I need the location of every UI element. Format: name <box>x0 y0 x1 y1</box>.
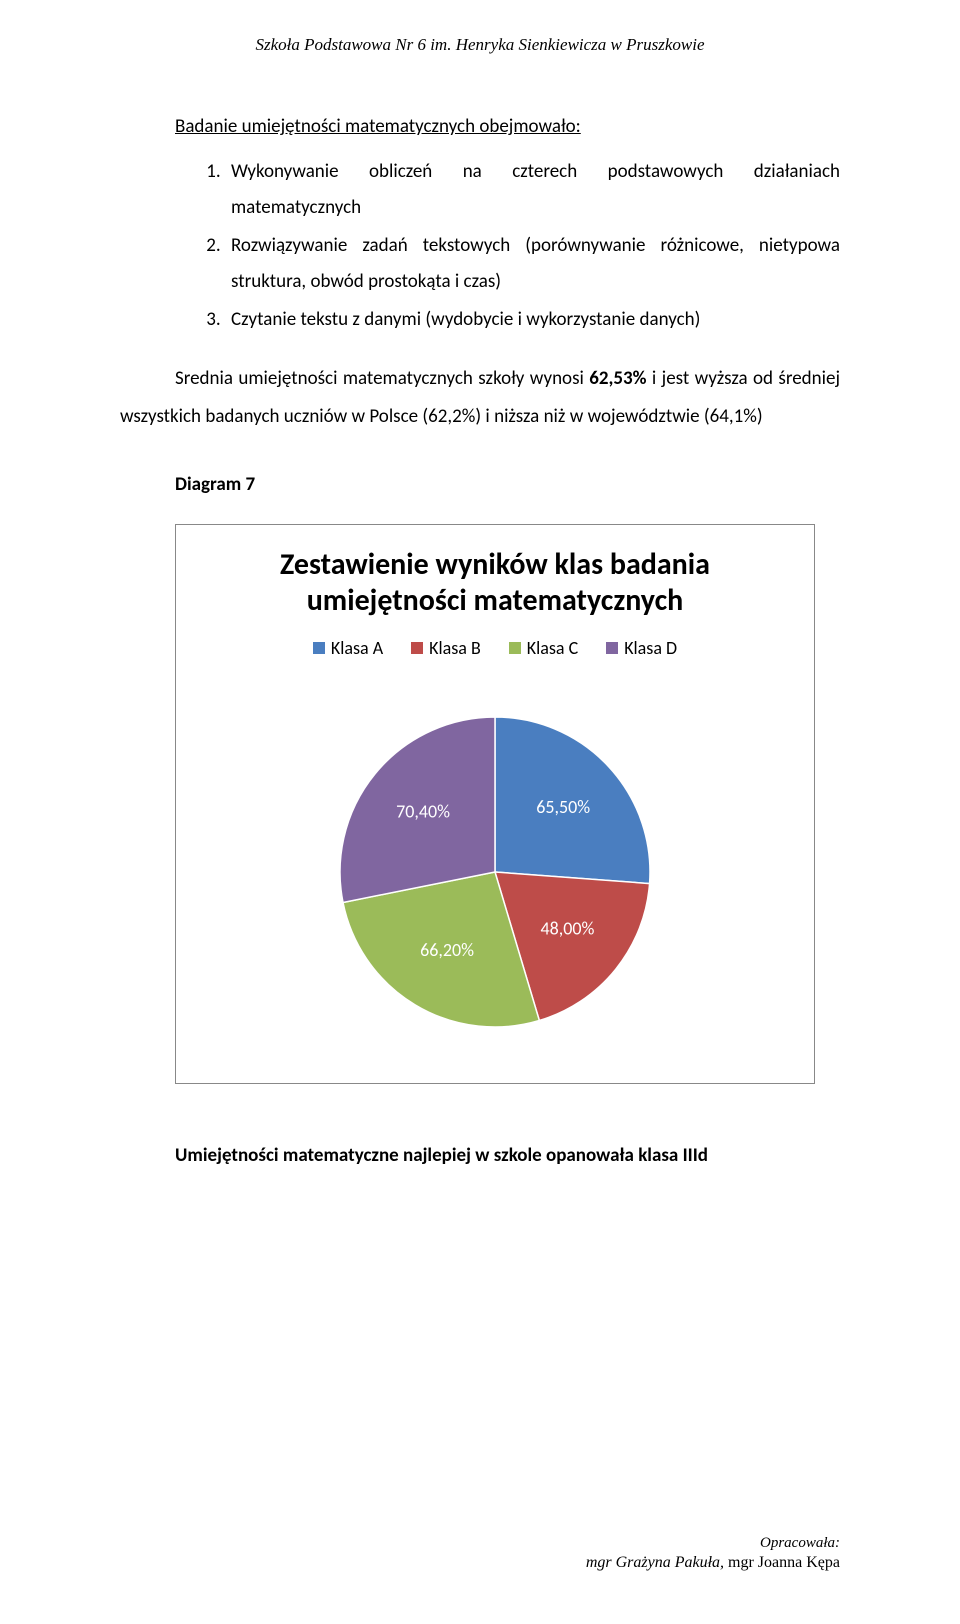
conclusion: Umiejętności matematyczne najlepiej w sz… <box>175 1144 840 1167</box>
summary-text: Srednia umiejętności matematycznych szko… <box>175 367 589 390</box>
summary-percent: 62,53% <box>589 367 646 390</box>
list-item: Rozwiązywanie zadań tekstowych (porównyw… <box>225 228 840 300</box>
legend-item: Klasa A <box>313 637 383 659</box>
legend-item: Klasa B <box>411 637 481 659</box>
legend-swatch <box>509 642 521 654</box>
legend-label: Klasa A <box>331 637 383 659</box>
legend-item: Klasa C <box>509 637 578 659</box>
legend-label: Klasa D <box>624 637 677 659</box>
list-item-word: matematycznych <box>231 196 361 219</box>
list-item-word: obliczeń <box>369 154 432 190</box>
list-item-word: na <box>463 154 482 190</box>
pie-slice-label: 65,50% <box>536 796 590 818</box>
list-item-word: podstawowych <box>608 154 724 190</box>
list-item: Czytanie tekstu z danymi (wydobycie i wy… <box>225 302 840 338</box>
pie-slice-label: 70,40% <box>396 800 450 822</box>
chart-title-line: umiejętności matematycznych <box>307 582 684 619</box>
legend-swatch <box>411 642 423 654</box>
numbered-list: Wykonywanie obliczeń na czterech podstaw… <box>225 154 840 338</box>
list-item: Wykonywanie obliczeń na czterech podstaw… <box>225 154 840 226</box>
legend-swatch <box>313 642 325 654</box>
pie-slice-label: 66,20% <box>420 939 474 961</box>
section-title: Badanie umiejętności matematycznych obej… <box>175 115 840 138</box>
list-item-word: czterech <box>512 154 577 190</box>
chart-legend: Klasa A Klasa B Klasa C Klasa D <box>190 637 800 659</box>
summary-paragraph: Srednia umiejętności matematycznych szko… <box>120 360 840 434</box>
legend-item: Klasa D <box>606 637 677 659</box>
chart-title-line: Zestawienie wyników klas badania <box>280 546 710 583</box>
legend-swatch <box>606 642 618 654</box>
legend-label: Klasa B <box>429 637 481 659</box>
list-item-word: działaniach <box>754 154 840 190</box>
diagram-label: Diagram 7 <box>175 473 840 496</box>
footer-label: Opracowała: <box>586 1534 840 1554</box>
footer-authors: mgr Grażyna Pakuła, mgr Joanna Kępa <box>586 1553 840 1574</box>
footer-author: mgr Grażyna Pakuła, <box>586 1554 728 1571</box>
page-footer: Opracowała: mgr Grażyna Pakuła, mgr Joan… <box>586 1534 840 1574</box>
pie-svg: 65,50% 48,00% 66,20% 70,40% <box>320 697 670 1047</box>
chart-title: Zestawienie wyników klas badania umiejęt… <box>190 547 800 619</box>
page-header: Szkoła Podstawowa Nr 6 im. Henryka Sienk… <box>120 35 840 55</box>
legend-label: Klasa C <box>527 637 578 659</box>
list-item-word: Wykonywanie <box>231 154 339 190</box>
pie-slice-label: 48,00% <box>541 917 595 939</box>
pie-chart: 65,50% 48,00% 66,20% 70,40% <box>190 697 800 1047</box>
footer-author: mgr Joanna Kępa <box>728 1554 840 1571</box>
chart-container: Zestawienie wyników klas badania umiejęt… <box>175 524 815 1084</box>
